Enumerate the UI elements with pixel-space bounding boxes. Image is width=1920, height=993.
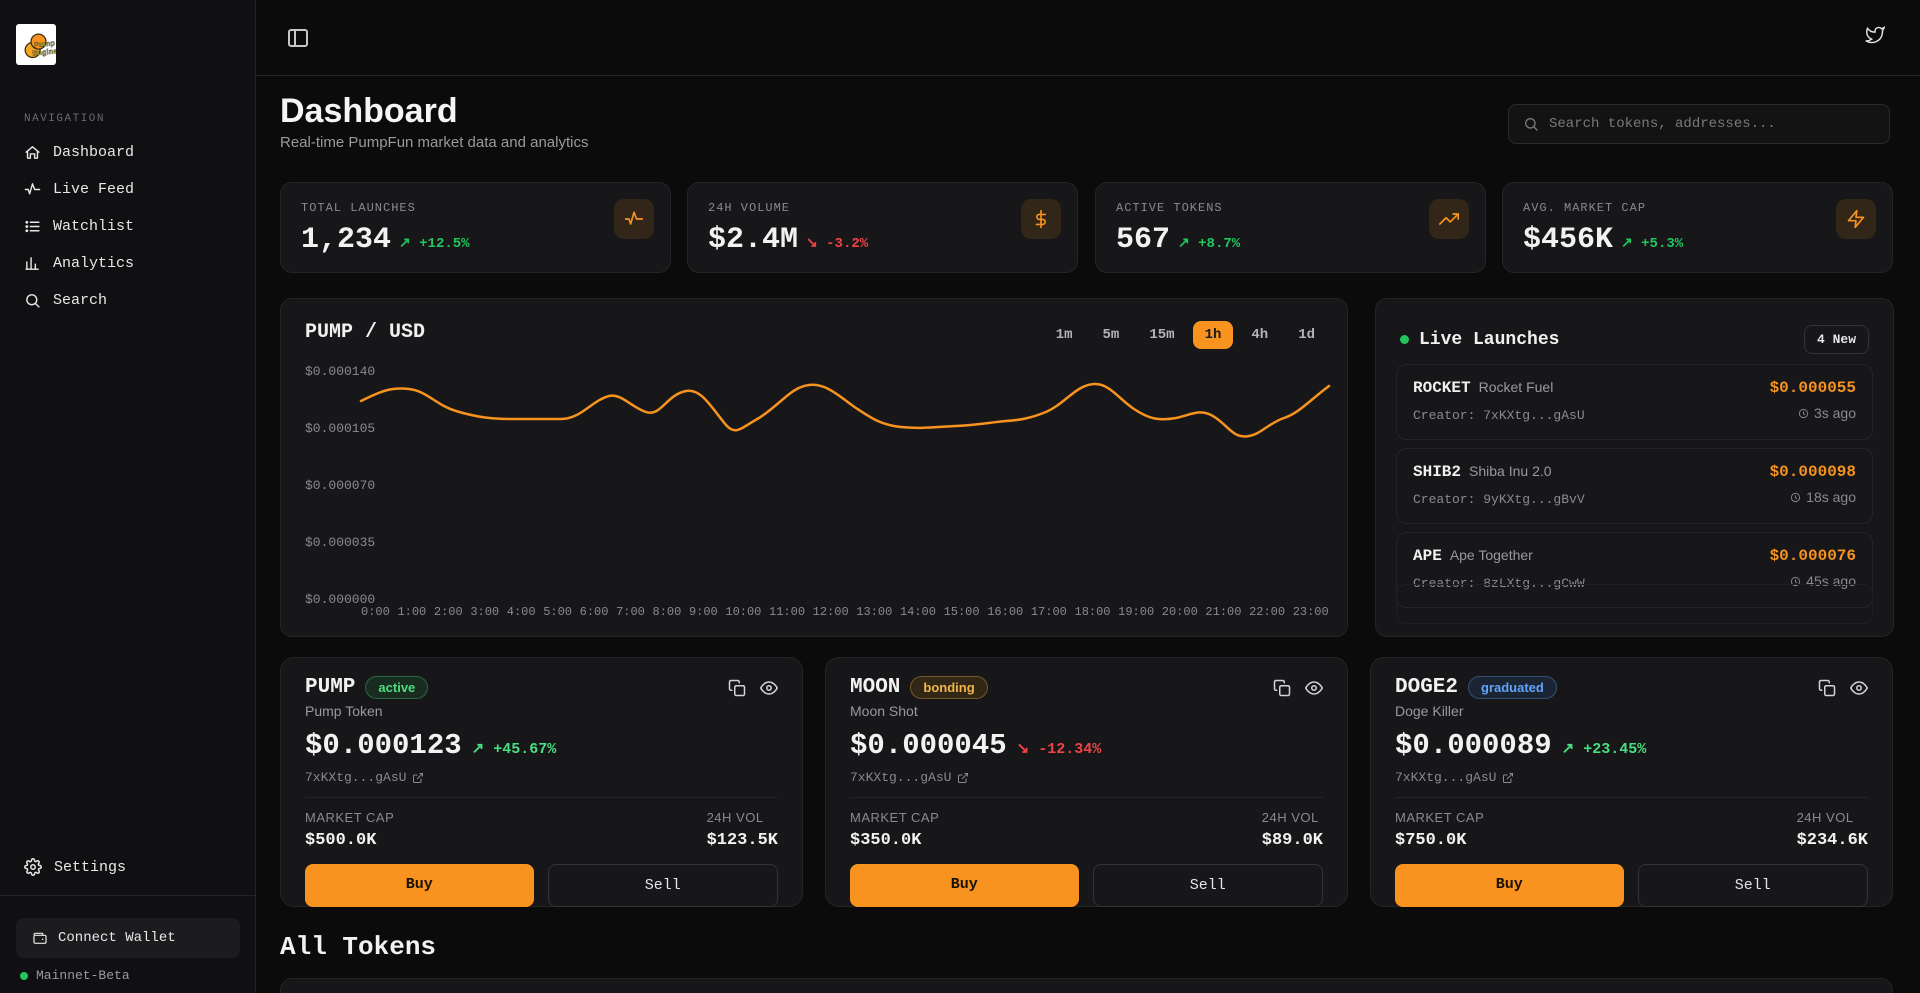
- svg-text:Engine: Engine: [32, 46, 56, 58]
